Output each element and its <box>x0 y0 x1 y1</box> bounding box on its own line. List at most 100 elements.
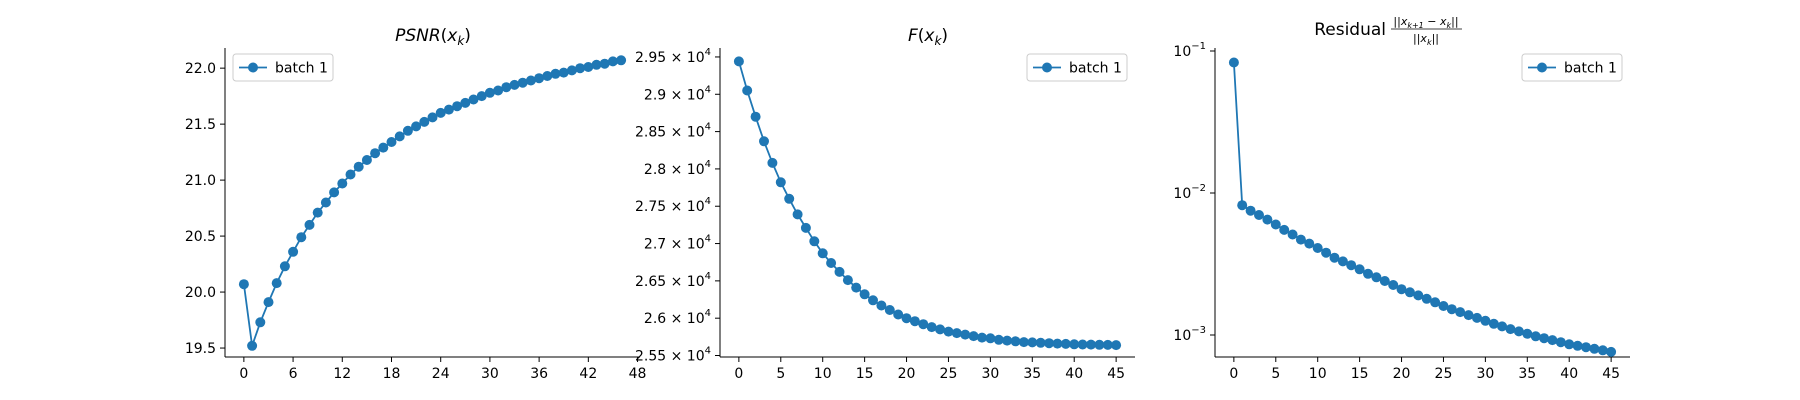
data-point <box>1018 337 1029 348</box>
x-tick-label: 35 <box>1518 366 1536 382</box>
y-tick-label: 10−2 <box>1173 183 1206 202</box>
data-point <box>859 289 870 300</box>
data-point <box>1060 338 1071 349</box>
legend: batch 1 <box>1521 53 1623 82</box>
data-point <box>419 116 430 127</box>
data-point <box>1488 318 1499 329</box>
data-point <box>1589 343 1600 354</box>
x-tick-label: 30 <box>981 366 999 382</box>
data-point <box>558 67 569 78</box>
x-tick-label: 30 <box>1476 366 1494 382</box>
data-point <box>1312 243 1323 253</box>
y-tick-label: 2.8 × 104 <box>644 159 711 178</box>
data-point <box>566 65 577 76</box>
data-point <box>800 222 811 233</box>
data-point <box>247 340 258 351</box>
data-point <box>312 207 323 218</box>
data-point <box>484 87 495 98</box>
data-point <box>1421 293 1432 304</box>
data-point <box>750 111 761 122</box>
data-point <box>985 333 996 344</box>
data-point <box>1564 339 1575 350</box>
data-point <box>1102 339 1113 350</box>
data-point <box>476 91 487 102</box>
x-tick-label: 10 <box>814 366 832 382</box>
data-point <box>918 319 929 330</box>
x-tick-label: 25 <box>1435 366 1453 382</box>
psnr-chart: PSNR(xk) 0 6 12 18 24 30 36 42 48 19.5 20.0 20.5 21.… <box>185 26 647 382</box>
y-tick-label: 2.65 × 104 <box>635 271 711 290</box>
x-tick-label: 18 <box>383 366 401 382</box>
data-point <box>255 317 266 328</box>
data-point <box>1413 290 1424 301</box>
legend-box <box>232 53 334 82</box>
data-point <box>1363 268 1373 279</box>
x-tick-label: 25 <box>940 366 958 382</box>
x-tick-label: 6 <box>289 366 298 382</box>
residual-chart-title: Residual <box>1314 20 1386 40</box>
x-tick-label: 0 <box>734 366 743 382</box>
data-point <box>1572 340 1583 351</box>
data-point <box>1279 224 1290 235</box>
data-point <box>1522 328 1533 339</box>
data-point <box>767 157 778 168</box>
data-point <box>1354 264 1365 275</box>
data-point <box>1555 337 1566 348</box>
data-point <box>304 219 315 230</box>
residual-chart: Residual ||xk+1 − xk|| ||xk|| 0 5 10 15 20 25… <box>1173 15 1630 382</box>
data-point <box>443 104 454 115</box>
data-point <box>501 82 512 93</box>
x-tick-label: 30 <box>481 366 499 382</box>
data-point <box>1497 321 1508 332</box>
data-point <box>1396 284 1407 295</box>
data-point <box>742 85 753 96</box>
series-line <box>243 59 622 347</box>
data-point <box>1077 339 1088 350</box>
objective-chart: F(xk) 0 5 10 15 20 25 30 35 40 45 2.55 × 104 2.6 × … <box>635 26 1135 382</box>
data-point <box>1304 238 1315 249</box>
data-point <box>279 261 290 272</box>
data-point <box>1371 272 1382 283</box>
data-point <box>1472 312 1482 323</box>
legend-marker-swatch <box>1537 62 1547 73</box>
data-point <box>1581 342 1591 353</box>
legend: batch 1 <box>1026 53 1128 82</box>
data-point <box>1597 345 1608 356</box>
series-line <box>738 61 1117 346</box>
residual-title-denominator: ||xk|| <box>1413 32 1439 47</box>
data-point <box>784 193 795 204</box>
x-tick-label: 42 <box>579 366 597 382</box>
x-tick-label: 20 <box>898 366 916 382</box>
y-tick-label: 21.5 <box>185 117 216 133</box>
data-point <box>1321 247 1332 258</box>
x-tick-label: 0 <box>1229 366 1238 382</box>
data-point <box>1270 219 1281 230</box>
data-point <box>534 73 545 84</box>
x-tick-label: 20 <box>1393 366 1411 382</box>
data-point <box>851 282 862 293</box>
x-tick-label: 0 <box>239 366 248 382</box>
data-point <box>238 279 249 290</box>
data-point <box>370 148 381 159</box>
legend-box <box>1521 53 1623 82</box>
data-point <box>1254 210 1264 220</box>
data-point <box>1044 338 1055 349</box>
x-tick-label: 48 <box>629 366 647 382</box>
data-point <box>378 142 389 153</box>
data-point <box>452 101 463 112</box>
y-tick-label: 21.0 <box>185 173 216 189</box>
y-tick-label: 2.7 × 104 <box>644 234 711 253</box>
data-point <box>826 258 837 268</box>
data-point <box>1035 337 1046 348</box>
data-point <box>1295 234 1306 245</box>
y-tick-label: 20.0 <box>185 285 216 301</box>
data-point <box>607 56 618 67</box>
y-tick-label: 10−1 <box>1173 41 1206 60</box>
data-point <box>1094 339 1105 350</box>
data-point <box>792 209 803 220</box>
data-point <box>1438 301 1449 311</box>
data-point <box>1245 205 1256 216</box>
data-point <box>926 322 937 333</box>
data-point <box>775 177 786 188</box>
